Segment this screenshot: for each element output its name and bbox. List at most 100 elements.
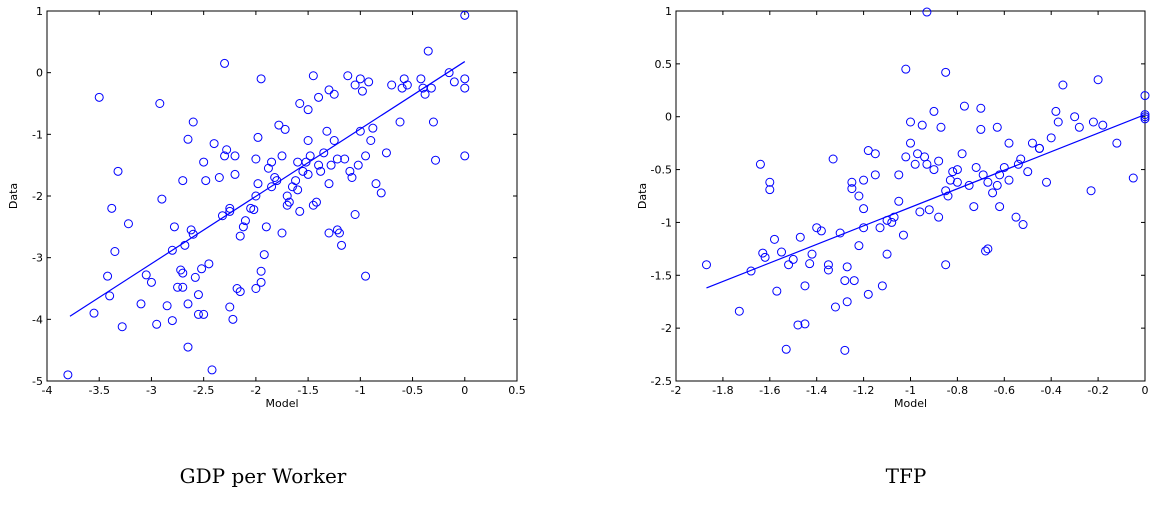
chart-1-data-point (347, 173, 357, 182)
chart-2-data-point (995, 202, 1005, 212)
chart-2-data-point (863, 289, 873, 299)
chart-2-data-point (915, 207, 925, 217)
chart-1-y-tick-label: 0 (36, 67, 43, 80)
chart-2-data-point (971, 162, 981, 172)
chart-2-data-point (795, 232, 805, 242)
chart-1-data-point (169, 222, 179, 232)
chart-2-data-point (847, 177, 857, 187)
chart-1-data-point (240, 216, 250, 226)
chart-1-data-point (340, 154, 350, 164)
chart-1-data-point (343, 71, 353, 81)
chart-1-data-point (295, 206, 305, 216)
chart-2-data-point (765, 185, 775, 195)
chart-1-data-point (190, 272, 200, 282)
chart-1-data-point (178, 282, 188, 292)
chart-1-data-point (460, 10, 470, 20)
chart-1-y-tick-label: -1 (32, 128, 43, 141)
chart-2-data-point (922, 7, 932, 17)
chart-1-data-point (197, 264, 207, 274)
chart-2-data-point (999, 162, 1009, 172)
chart-1-data-point (152, 319, 162, 329)
chart-2-data-point (854, 241, 864, 251)
chart-1-data-point (371, 179, 381, 189)
chart-2-data-point (981, 246, 991, 256)
chart-1-data-point (193, 309, 203, 319)
chart-1-data-point (107, 203, 117, 213)
chart-1-data-point (110, 247, 120, 256)
chart-1-data-point (305, 151, 315, 161)
chart-2-data-point (1027, 138, 1037, 148)
chart-1-data-point (235, 287, 245, 297)
chart-2-data-point (1016, 154, 1026, 164)
chart-2-data-point (863, 146, 873, 156)
chart-1-data-point (308, 71, 318, 81)
chart-1-data-point (329, 89, 339, 99)
chart-2-y-tick-label: -1.5 (651, 269, 672, 282)
chart-1-data-point (329, 136, 339, 145)
chart-2-y-tick-label: 0.5 (655, 58, 673, 71)
chart-2-data-point (924, 205, 934, 215)
chart-1-data-point (308, 200, 318, 210)
chart-1-data-point (303, 169, 313, 179)
chart-1-data-point (228, 314, 238, 324)
chart-2-data-point (830, 302, 840, 312)
chart-1-data-point (94, 92, 104, 102)
chart-1-data-point (225, 203, 235, 213)
chart-1-data-point (267, 182, 277, 192)
chart-2-data-point (781, 344, 791, 354)
chart-2-axes-box (675, 10, 1146, 382)
chart-2-x-tick-label: -2 (671, 384, 682, 397)
chart-2-data-point (1034, 143, 1044, 153)
chart-2-data-point (1004, 175, 1014, 185)
chart-2-data-point (793, 320, 803, 330)
chart-2-data-point (847, 184, 857, 194)
chart-2-data-point (701, 260, 711, 270)
chart-2-fit-line (706, 114, 1146, 289)
chart-1-data-point (353, 160, 363, 170)
chart-2-x-tick-label: -0.4 (1040, 384, 1061, 397)
chart-2-data-point (995, 170, 1005, 180)
chart-2-y-axis-label: Data (636, 183, 649, 209)
chart-1-data-point (368, 123, 378, 133)
chart-1-y-tick-label: -2 (32, 190, 43, 203)
chart-1-data-point (303, 105, 313, 115)
chart-2-data-point (842, 297, 852, 307)
chart-2-x-tick-label: 0 (1142, 384, 1149, 397)
chart-1-data-point (316, 166, 326, 176)
chart-2-data-point (859, 223, 869, 233)
chart-2-data-point (894, 170, 904, 180)
chart-1-data-point (293, 157, 303, 167)
chart-1-data-point (277, 228, 287, 238)
chart-2-data-point (1088, 117, 1098, 127)
chart-2-data-point (1140, 110, 1150, 120)
chart-1-x-tick-label: -1.5 (297, 384, 318, 397)
chart-2-data-point (1074, 122, 1084, 132)
chart-1-data-point (282, 191, 292, 201)
chart-2-data-point (859, 204, 869, 214)
chart-2-data-point (929, 165, 939, 175)
chart-2-data-point (941, 67, 951, 77)
chart-2-data-point (1023, 167, 1033, 177)
chart-2-y-tick-label: 1 (665, 5, 672, 18)
chart-2-plot: -2 -1.8 -1.6 -1.4 -1.2 -1 -0.8 -0.6 -0.4 -0.2 0 -2.… (636, 5, 1150, 410)
chart-1-data-point (460, 83, 470, 93)
chart-2-data-point (976, 103, 986, 113)
chart-2-data-point (875, 223, 885, 233)
chart-1-data-point (387, 80, 397, 90)
chart-2-x-tick-label: -1.8 (712, 384, 733, 397)
chart-1-data-point (136, 299, 146, 309)
chart-2-data-point (957, 149, 967, 159)
chart-2-x-axis-label: Model (894, 397, 927, 410)
chart-2-data-point (906, 117, 915, 127)
chart-1-data-point (183, 299, 193, 309)
chart-1-data-point (199, 309, 209, 319)
chart-1-data-point (319, 148, 329, 158)
chart-1-data-point (251, 191, 261, 201)
chart-2-data-point (1013, 159, 1023, 169)
chart-1-data-point (256, 277, 266, 287)
chart-1-data-point (230, 151, 240, 161)
chart-2-data-point (746, 266, 756, 276)
chart-2-data-point (765, 177, 775, 187)
chart-1-data-point (324, 228, 334, 238)
chart-2-data-point (1004, 138, 1014, 148)
